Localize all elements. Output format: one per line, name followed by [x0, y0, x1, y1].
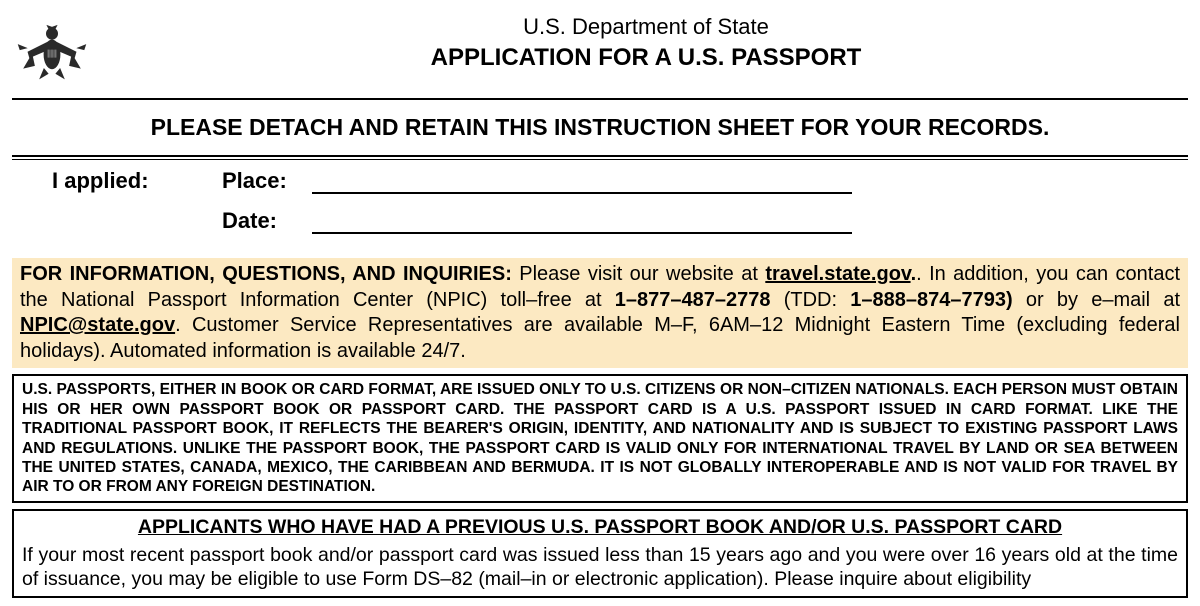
info-text: . Customer Service Representatives are a… [20, 314, 1180, 362]
previous-passport-box: APPLICANTS WHO HAVE HAD A PREVIOUS U.S. … [12, 509, 1188, 598]
information-box: FOR INFORMATION, QUESTIONS, AND INQUIRIE… [12, 258, 1188, 368]
tdd-number: 1–888–874–7793) [850, 289, 1012, 311]
email-link[interactable]: NPIC@state.gov [20, 314, 175, 336]
phone-number: 1–877–487–2778 [615, 289, 771, 311]
place-input-line[interactable] [312, 172, 852, 194]
department-name: U.S. Department of State [104, 14, 1188, 40]
date-label: Date: [222, 208, 312, 234]
date-input-line[interactable] [312, 212, 852, 234]
divider [12, 98, 1188, 100]
divider [12, 155, 1188, 157]
info-lead: FOR INFORMATION, QUESTIONS, AND INQUIRIE… [20, 263, 512, 285]
info-text: Please visit our website at [512, 263, 765, 285]
applied-lead-label: I applied: [52, 168, 222, 194]
info-text: or by e–mail at [1013, 289, 1180, 311]
previous-heading: APPLICANTS WHO HAVE HAD A PREVIOUS U.S. … [22, 515, 1178, 539]
state-seal-icon [12, 8, 104, 88]
form-title: APPLICATION FOR A U.S. PASSPORT [104, 44, 1188, 72]
divider [12, 159, 1188, 160]
detach-instruction: PLEASE DETACH AND RETAIN THIS INSTRUCTIO… [12, 102, 1188, 151]
previous-body: If your most recent passport book and/or… [22, 543, 1178, 592]
passport-description-box: U.S. PASSPORTS, EITHER IN BOOK OR CARD F… [12, 374, 1188, 502]
info-text: (TDD: [771, 289, 851, 311]
place-label: Place: [222, 168, 312, 194]
website-link[interactable]: travel.state.gov [765, 263, 910, 285]
